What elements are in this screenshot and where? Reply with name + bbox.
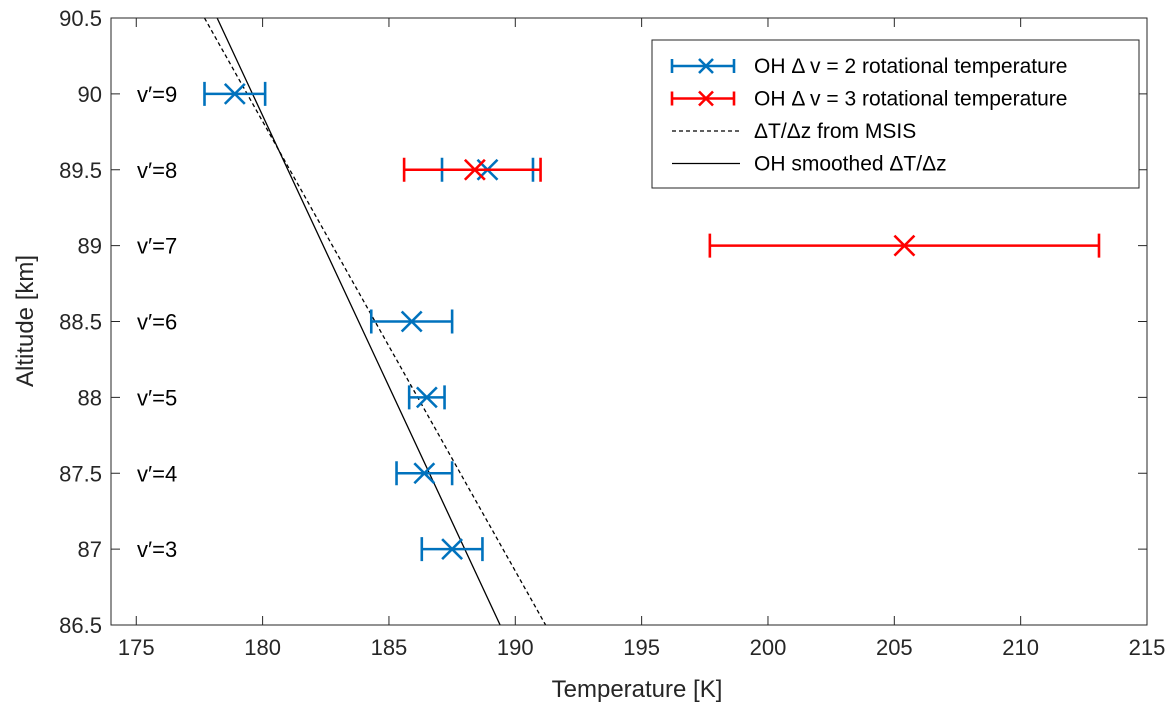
legend-label: OH Δ v = 2 rotational temperature — [754, 55, 1067, 78]
x-marker-b — [413, 462, 436, 485]
y-axis-title: Altitude [km] — [12, 255, 39, 387]
x-axis-title: Temperature [K] — [552, 676, 723, 703]
legend-swatch-marker — [698, 90, 714, 107]
x-marker-b — [400, 310, 423, 333]
legend-label: OH Δ v = 3 rotational temperature — [754, 88, 1067, 111]
x-tick-label: 185 — [371, 635, 408, 660]
legend-label: ΔT/Δz from MSIS — [754, 120, 916, 143]
data-point — [203, 81, 267, 106]
legend-item: OH Δ v = 3 rotational temperature — [670, 88, 1067, 111]
y-tick-label: 87 — [78, 537, 102, 562]
data-point — [407, 385, 446, 410]
y-tick-label: 89 — [78, 234, 102, 259]
legend-swatch-marker — [698, 58, 714, 74]
x-tick-label: 180 — [244, 635, 281, 660]
y-tick-label: 86.5 — [59, 613, 102, 638]
x-marker-b — [441, 538, 464, 561]
x-tick-label: 175 — [118, 635, 155, 660]
level-label: v′=9 — [137, 82, 177, 107]
x-tick-label: 210 — [1002, 635, 1039, 660]
x-tick-label: 215 — [1129, 635, 1166, 660]
level-label: v′=8 — [137, 158, 177, 183]
plot-area — [203, 18, 1101, 625]
x-marker-b — [415, 386, 438, 409]
legend-label: OH smoothed ΔT/Δz — [754, 153, 947, 176]
x-tick-label: 190 — [497, 635, 534, 660]
series-line-3 — [216, 18, 501, 625]
series-errorbars-0 — [203, 81, 535, 562]
x-tick-label: 200 — [750, 635, 787, 660]
data-point — [402, 157, 542, 182]
level-label: v′=4 — [137, 461, 177, 486]
x-marker-b — [893, 234, 916, 257]
y-tick-label: 88 — [78, 385, 102, 410]
data-point — [708, 233, 1101, 258]
oh-smoothed-gradient-line — [216, 18, 501, 625]
data-point — [369, 309, 454, 334]
x-marker-b — [463, 158, 486, 181]
y-tick-label: 90 — [78, 82, 102, 107]
data-point — [395, 461, 454, 486]
ticks: 175 180 185 190 195 200 205 210 215 86.5 87 87.5 88 8… — [59, 6, 1165, 660]
level-label: v′=3 — [137, 537, 177, 562]
legend: OH Δ v = 2 rotational temperature OH Δ v … — [651, 39, 1140, 189]
x-tick-label: 205 — [876, 635, 913, 660]
x-tick-label: 195 — [623, 635, 660, 660]
x-marker-b — [223, 82, 246, 105]
level-label: v′=5 — [137, 385, 177, 410]
level-label: v′=6 — [137, 310, 177, 335]
legend-item: OH Δ v = 2 rotational temperature — [670, 55, 1067, 78]
y-tick-label: 88.5 — [59, 310, 102, 335]
level-label: v′=7 — [137, 234, 177, 259]
legend-item: ΔT/Δz from MSIS — [672, 120, 916, 143]
legend-item: OH smoothed ΔT/Δz — [672, 153, 947, 176]
y-tick-label: 90.5 — [59, 6, 102, 31]
series-errorbars-1 — [402, 157, 1101, 258]
y-tick-label: 89.5 — [59, 158, 102, 183]
level-labels: v′=9 v′=8 v′=7 v′=6 v′=5 v′=4 v′=3 — [137, 82, 177, 562]
y-tick-label: 87.5 — [59, 461, 102, 486]
data-point — [420, 537, 484, 562]
